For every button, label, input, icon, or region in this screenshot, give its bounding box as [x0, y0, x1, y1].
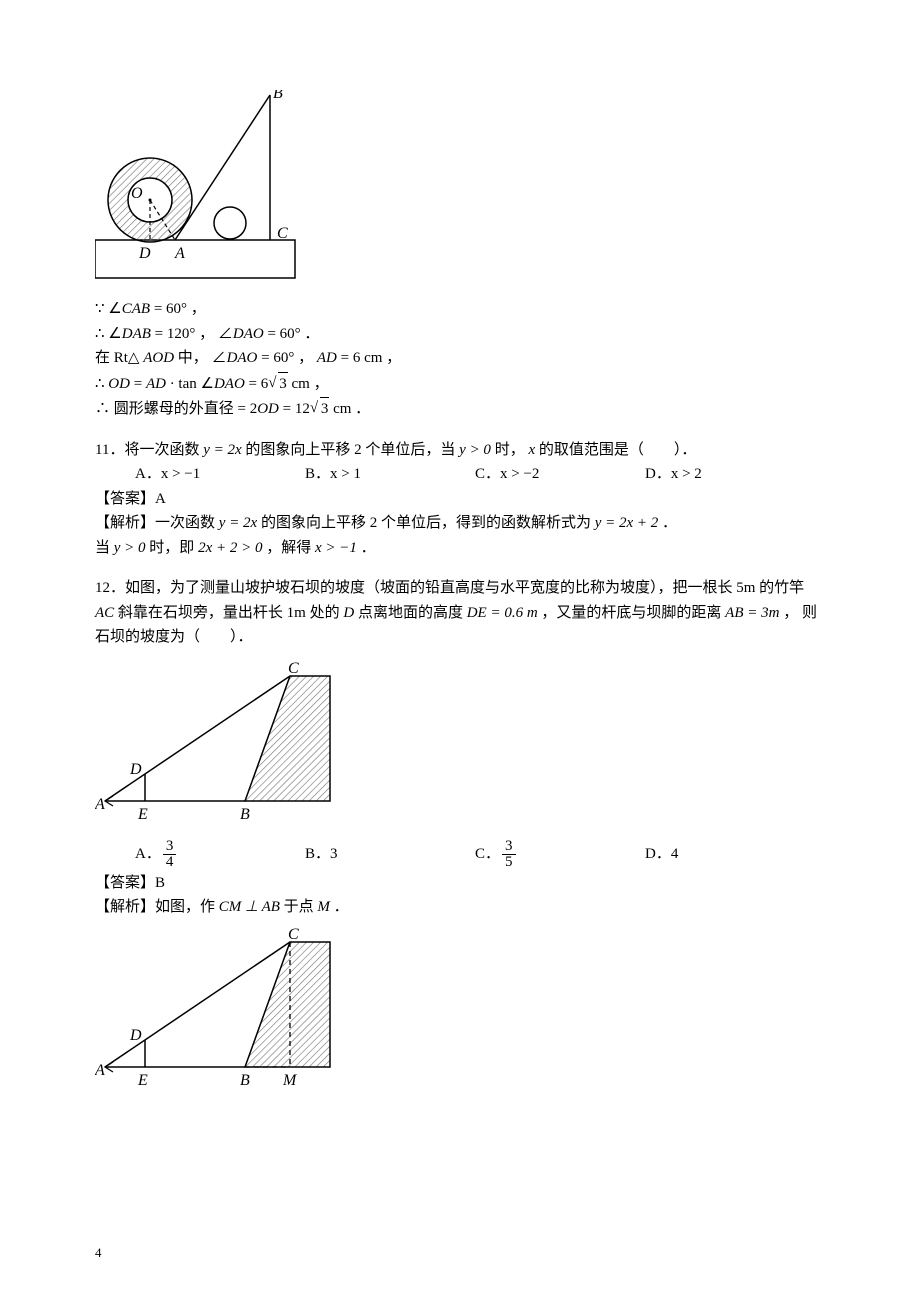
q11-option-b: B．x > 1	[305, 463, 475, 486]
q11-explanation-1: 【解析】一次函数 y = 2x 的图象向上平移 2 个单位后，得到的函数解析式为…	[95, 512, 825, 535]
q12-stem-1: 12．如图，为了测量山坡护坡石坝的坡度（坡面的铅直高度与水平宽度的比称为坡度），…	[95, 577, 825, 600]
svg-text:D: D	[129, 1027, 142, 1044]
q11-option-d: D．x > 2	[645, 463, 815, 486]
svg-text:C: C	[288, 927, 299, 943]
label-O: O	[131, 185, 143, 202]
q12-option-c: C． 35	[475, 839, 645, 870]
svg-text:B: B	[240, 806, 250, 823]
svg-text:E: E	[137, 806, 148, 823]
proof-line-4: ∴ OD = AD · tan ∠DAO = 63 cm ，	[95, 372, 825, 396]
q11-stem: 11．将一次函数 y = 2x 的图象向上平移 2 个单位后，当 y > 0 时…	[95, 439, 825, 462]
proof-line-2: ∴ ∠DAB = 120° ， ∠DAO = 60° ．	[95, 323, 825, 346]
label-B: B	[273, 90, 283, 102]
q12-option-d: D．4	[645, 843, 815, 866]
figure-nut-tangent: B C O D A	[95, 90, 825, 290]
proof-line-1: ∵ ∠CAB = 60° ，	[95, 298, 825, 321]
q12-stem-3: 石坝的坡度为（ ）．	[95, 626, 825, 649]
label-D: D	[138, 245, 151, 262]
q11-answer: 【答案】A	[95, 488, 825, 511]
q12-explanation: 【解析】如图，作 CM ⊥ AB 于点 M ．	[95, 896, 825, 919]
q12-stem-2: AC 斜靠在石坝旁，量出杆长 1m 处的 D 点离地面的高度 DE = 0.6 …	[95, 602, 825, 625]
q12-option-a: A． 34	[135, 839, 305, 870]
svg-text:C: C	[288, 661, 299, 677]
svg-text:M: M	[282, 1072, 298, 1089]
q11-option-c: C．x > −2	[475, 463, 645, 486]
question-11: 11．将一次函数 y = 2x 的图象向上平移 2 个单位后，当 y > 0 时…	[95, 439, 825, 560]
figure-q12-2: C A E B D M	[95, 927, 825, 1097]
svg-text:E: E	[137, 1072, 148, 1089]
page-number: 4	[95, 1243, 102, 1263]
svg-text:A: A	[95, 1062, 105, 1079]
svg-text:B: B	[240, 1072, 250, 1089]
q12-answer: 【答案】B	[95, 872, 825, 895]
q12-options: A． 34 B．3 C． 35 D．4	[135, 839, 825, 870]
proof-line-3: 在 Rt△ AOD 中， ∠DAO = 60° ， AD = 6 cm ，	[95, 347, 825, 370]
label-C: C	[277, 225, 288, 242]
svg-text:A: A	[95, 796, 105, 813]
figure-q12-1: C A E B D	[95, 661, 825, 831]
svg-text:D: D	[129, 761, 142, 778]
label-A: A	[174, 245, 185, 262]
q11-explanation-2: 当 y > 0 时，即 2x + 2 > 0 ，解得 x > −1 ．	[95, 537, 825, 560]
proof-line-5: ∴ 圆形螺母的外直径 = 2OD = 123 cm ．	[95, 397, 825, 421]
q11-options: A．x > −1 B．x > 1 C．x > −2 D．x > 2	[135, 463, 825, 486]
q11-option-a: A．x > −1	[135, 463, 305, 486]
question-12: 12．如图，为了测量山坡护坡石坝的坡度（坡面的铅直高度与水平宽度的比称为坡度），…	[95, 577, 825, 1097]
q12-option-b: B．3	[305, 843, 475, 866]
